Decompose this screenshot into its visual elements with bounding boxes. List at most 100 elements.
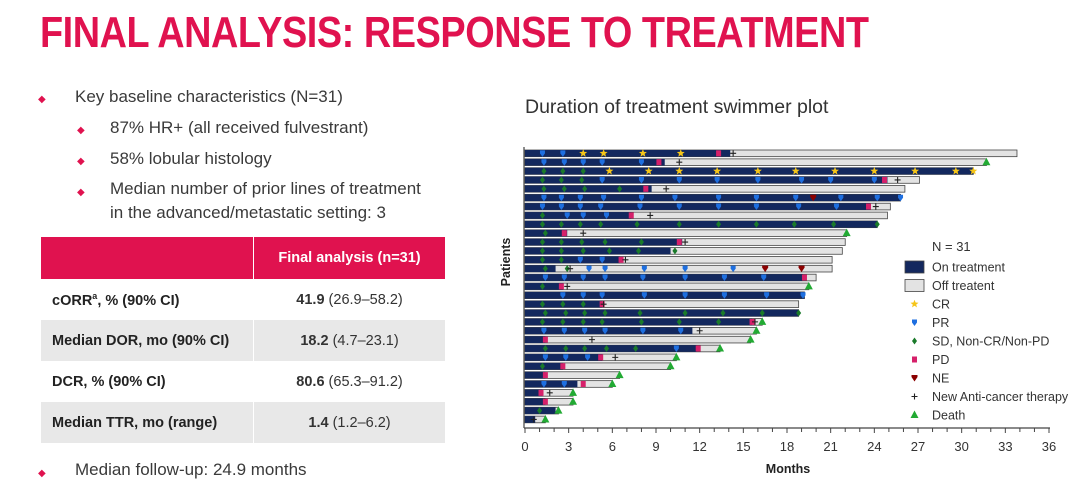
- table-header-empty: [41, 237, 254, 279]
- marker-pr: [539, 150, 545, 157]
- marker-pr: [673, 345, 679, 352]
- marker-pd: [801, 274, 807, 281]
- marker-pr: [541, 380, 547, 388]
- marker-new: [730, 150, 737, 157]
- bullet-prior-lines: Median number of prior lines of treatmen…: [110, 179, 421, 198]
- marker-sd: [716, 220, 722, 228]
- marker-sd: [720, 309, 726, 317]
- table-row: DCR, % (90% CI) 80.6 (65.3–91.2): [41, 361, 445, 402]
- x-tick-label: 30: [954, 439, 968, 454]
- marker-pr: [637, 203, 643, 211]
- marker-pr: [641, 265, 647, 273]
- marker-pr: [580, 159, 586, 166]
- marker-pd: [643, 185, 649, 192]
- marker-cr: [791, 166, 800, 175]
- marker-pr: [672, 194, 678, 202]
- marker-sd: [582, 309, 588, 317]
- marker-new: [564, 283, 571, 290]
- marker-sd: [636, 247, 642, 255]
- marker-pr: [599, 176, 605, 184]
- chart-title: Duration of treatment swimmer plot: [525, 96, 829, 118]
- bar-on-treatment: [525, 167, 974, 175]
- marker-pr: [580, 292, 586, 299]
- marker-pr: [793, 194, 799, 202]
- row-ci: (65.3–91.2): [328, 373, 403, 390]
- row-value: 18.2: [300, 332, 329, 349]
- marker-pr: [602, 327, 608, 335]
- legend-marker-death: [910, 410, 919, 418]
- bar-off-treatment: [524, 229, 848, 237]
- marker-new: [663, 185, 670, 192]
- x-tick-label: 33: [998, 439, 1012, 454]
- row-label: cORR: [52, 292, 93, 309]
- bar-on-treatment: [525, 194, 901, 202]
- bullet-icon: ◆: [38, 468, 46, 479]
- marker-pr: [682, 292, 688, 299]
- marker-pr: [561, 274, 567, 282]
- marker-pr: [561, 159, 567, 166]
- x-tick-label: 9: [652, 439, 659, 454]
- marker-sd: [682, 309, 688, 317]
- marker-sd: [874, 220, 880, 228]
- marker-pr: [828, 176, 834, 184]
- x-axis-label: Months: [766, 462, 810, 476]
- bullet-icon: ◆: [77, 187, 85, 198]
- marker-pr: [604, 212, 610, 219]
- table-header-final-analysis: Final analysis (n=31): [253, 237, 445, 279]
- legend-marker-ne: [911, 375, 918, 382]
- marker-pr: [561, 327, 567, 335]
- marker-pr: [564, 212, 570, 219]
- marker-sd: [676, 220, 682, 228]
- marker-pr: [580, 274, 586, 282]
- bar-on-treatment: [525, 256, 620, 264]
- marker-new: [872, 203, 879, 210]
- marker-pr: [730, 265, 736, 273]
- marker-new: [567, 265, 574, 272]
- marker-cr: [579, 149, 588, 157]
- bar-on-treatment: [525, 416, 536, 423]
- bar-on-treatment: [525, 185, 652, 193]
- row-label: DCR, % (90% CI): [41, 361, 254, 402]
- marker-sd: [541, 185, 547, 193]
- marker-sd: [580, 167, 586, 175]
- marker-pd: [598, 354, 604, 361]
- marker-sd: [580, 318, 586, 326]
- legend-heading: N = 31: [932, 239, 971, 254]
- marker-sd: [558, 176, 564, 184]
- marker-pd: [560, 363, 566, 370]
- bar-on-treatment: [525, 291, 805, 299]
- marker-new: [696, 327, 703, 334]
- marker-pd: [538, 389, 544, 396]
- marker-death: [842, 228, 851, 237]
- marker-sd: [580, 247, 586, 255]
- x-tick-label: 36: [1042, 439, 1056, 454]
- marker-sd: [672, 247, 678, 255]
- marker-sd: [539, 238, 545, 246]
- bar-on-treatment: [525, 371, 546, 379]
- marker-pr: [563, 354, 569, 361]
- marker-pr: [599, 292, 605, 299]
- marker-pr: [764, 292, 770, 299]
- marker-sd: [539, 300, 545, 308]
- marker-cr: [831, 166, 839, 175]
- marker-pr: [561, 380, 567, 388]
- legend-label-sd: SD, Non-CR/Non-PD: [932, 335, 1049, 349]
- legend-swatch-on: [904, 260, 925, 274]
- marker-cr: [644, 166, 653, 175]
- marker-sd: [558, 220, 564, 228]
- marker-pd: [716, 150, 722, 157]
- x-tick-label: 21: [823, 439, 837, 454]
- marker-pd: [542, 372, 548, 379]
- results-table: Final analysis (n=31) cORRa, % (90% CI) …: [41, 237, 445, 443]
- bar-on-treatment: [525, 380, 578, 388]
- marker-sd: [563, 309, 569, 317]
- marker-pr: [542, 354, 548, 361]
- marker-pr: [800, 292, 806, 299]
- marker-death: [672, 352, 681, 361]
- marker-new: [546, 389, 553, 396]
- marker-pr: [585, 354, 591, 361]
- marker-pr: [682, 274, 688, 282]
- marker-ne: [810, 194, 817, 202]
- bar-on-treatment: [525, 309, 799, 317]
- table-header: Final analysis (n=31): [41, 237, 445, 279]
